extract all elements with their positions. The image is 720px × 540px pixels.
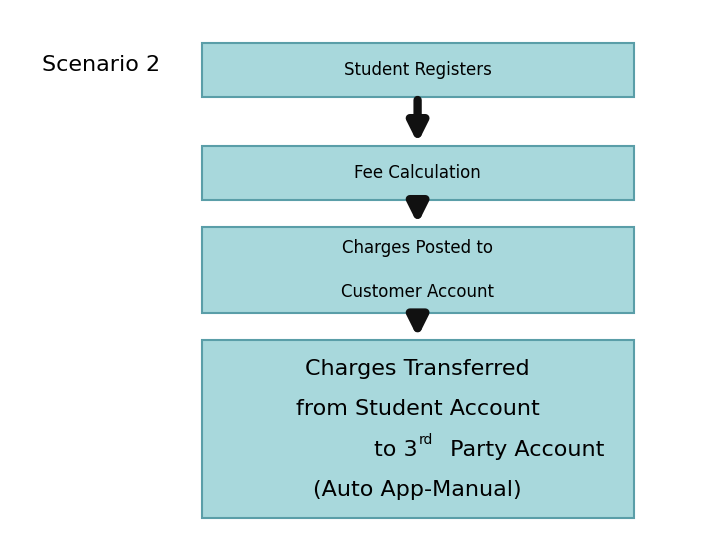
Text: Scenario 2: Scenario 2: [42, 55, 160, 75]
Text: Charges Posted to: Charges Posted to: [342, 239, 493, 258]
Text: Customer Account: Customer Account: [341, 282, 494, 301]
Text: rd: rd: [418, 433, 433, 447]
Text: from Student Account: from Student Account: [296, 399, 539, 419]
FancyBboxPatch shape: [202, 43, 634, 97]
Text: to 3: to 3: [374, 440, 418, 460]
Text: Student Registers: Student Registers: [343, 61, 492, 79]
FancyBboxPatch shape: [202, 340, 634, 518]
FancyBboxPatch shape: [202, 227, 634, 313]
Text: (Auto App-Manual): (Auto App-Manual): [313, 480, 522, 500]
FancyBboxPatch shape: [202, 146, 634, 200]
Text: Fee Calculation: Fee Calculation: [354, 164, 481, 182]
Text: to 3rd Party Account: to 3rd Party Account: [304, 440, 531, 460]
Text: Charges Transferred: Charges Transferred: [305, 359, 530, 379]
Text: Party Account: Party Account: [443, 440, 604, 460]
